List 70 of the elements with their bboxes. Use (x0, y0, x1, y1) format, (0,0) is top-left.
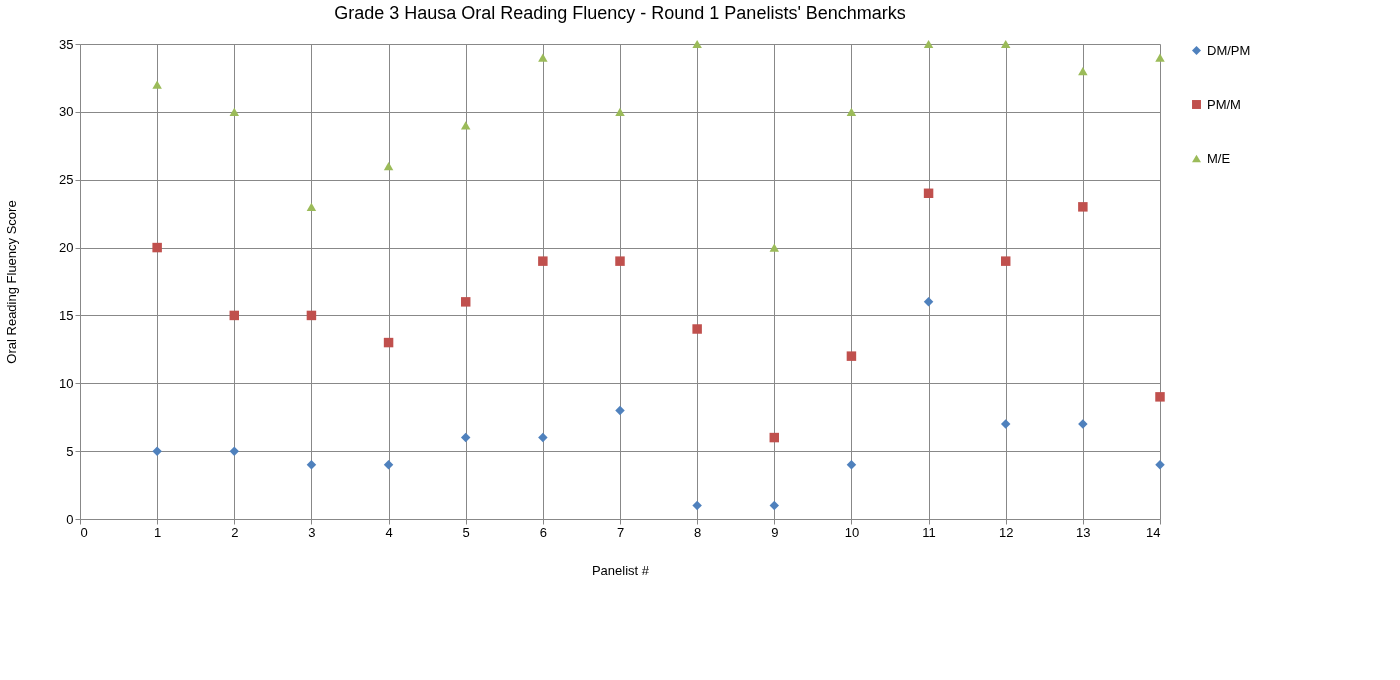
point (538, 256, 548, 266)
legend-label: M/E (1207, 150, 1231, 166)
point (692, 324, 702, 334)
legend-label: DM/PM (1207, 42, 1251, 58)
y-tick-label: 15 (59, 307, 74, 323)
point (152, 242, 162, 253)
point (460, 432, 471, 443)
x-axis-title: Panelist # (591, 562, 650, 578)
point (538, 53, 548, 62)
point (1078, 67, 1088, 76)
y-tick-label: 0 (66, 511, 74, 527)
point (229, 310, 240, 321)
y-tick-label: 25 (59, 172, 74, 188)
point (692, 500, 702, 511)
x-tick-label: 4 (385, 524, 393, 540)
x-tick-label: 0 (80, 524, 88, 540)
point (692, 39, 702, 49)
point (846, 351, 857, 361)
point (306, 310, 317, 321)
point (615, 256, 625, 266)
x-tick-label: 12 (998, 524, 1014, 540)
x-tick-label: 5 (462, 524, 470, 540)
point (615, 107, 625, 116)
x-tick-label: 2 (231, 524, 239, 540)
point (152, 80, 162, 89)
point (1000, 256, 1011, 266)
point (1000, 39, 1011, 49)
point (923, 39, 934, 49)
x-tick-label: 3 (308, 524, 316, 540)
x-tick-label: 6 (539, 524, 547, 540)
point (460, 297, 471, 307)
x-tick-label: 10 (844, 524, 860, 540)
x-tick-label: 13 (1076, 524, 1091, 540)
point (306, 459, 317, 470)
x-tick-label: 14 (1146, 524, 1161, 540)
legend-label: PM/M (1207, 96, 1241, 112)
point (1000, 419, 1011, 429)
point (383, 337, 394, 348)
point (383, 459, 394, 470)
point (769, 500, 780, 511)
chart-title: Grade 3 Hausa Oral Reading Fluency - Round 1 Panelists' Benchmarks (334, 3, 906, 23)
point (229, 107, 240, 116)
point (1078, 202, 1088, 212)
point (769, 243, 780, 252)
point (615, 405, 625, 416)
point (306, 202, 317, 211)
point (1155, 53, 1165, 62)
point (229, 446, 240, 456)
point (152, 446, 162, 456)
y-tick-label: 35 (59, 36, 74, 52)
point (1155, 392, 1165, 402)
y-tick-label: 10 (59, 375, 74, 391)
point (538, 432, 548, 443)
x-tick-label: 7 (616, 524, 625, 540)
y-tick-label: 20 (59, 240, 74, 256)
point (383, 162, 394, 171)
y-tick-label: 5 (66, 443, 74, 459)
x-tick-label: 8 (694, 524, 702, 540)
x-tick-label: 1 (154, 524, 162, 540)
point (846, 459, 857, 470)
point (1155, 459, 1165, 470)
point (769, 432, 780, 443)
y-tick-label: 30 (59, 104, 74, 120)
y-axis-title: Oral Reading Fluency Score (4, 200, 20, 364)
point (846, 107, 857, 116)
point (923, 297, 934, 307)
x-tick-label: 9 (771, 524, 779, 540)
point (460, 121, 471, 130)
x-tick-label: 11 (922, 524, 936, 540)
point (923, 188, 934, 199)
